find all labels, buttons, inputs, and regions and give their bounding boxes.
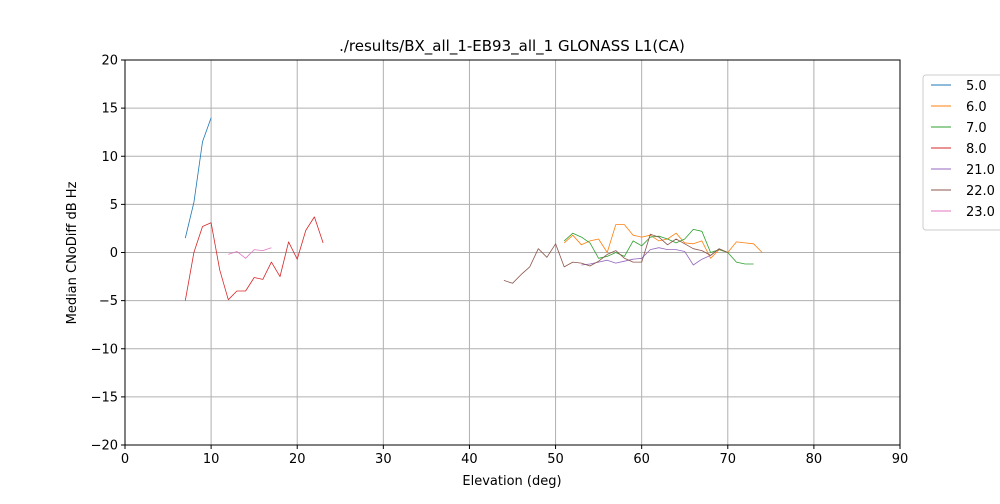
series-line-21.0 bbox=[581, 247, 720, 266]
legend-label: 8.0 bbox=[966, 142, 987, 157]
y-tick-label: 0 bbox=[110, 246, 118, 261]
y-tick-label: −10 bbox=[91, 342, 118, 357]
x-tick-label: 50 bbox=[547, 452, 564, 467]
legend: 5.0 6.0 7.0 8.0 21.0 22.0 23.0 bbox=[922, 74, 1000, 231]
y-tick-label: 15 bbox=[101, 102, 118, 117]
legend-box bbox=[922, 74, 1000, 231]
legend-label: 21.0 bbox=[966, 163, 995, 178]
x-tick-label: 0 bbox=[121, 452, 129, 467]
legend-label: 7.0 bbox=[966, 121, 987, 136]
x-tick-label: 10 bbox=[203, 452, 220, 467]
y-axis-label: Median CNoDiff dB Hz bbox=[65, 181, 80, 324]
y-tick-label: 20 bbox=[101, 54, 118, 69]
series-line-5.0 bbox=[184, 117, 212, 239]
x-tick-label: 20 bbox=[289, 452, 306, 467]
series-line-7.0 bbox=[563, 228, 754, 265]
series-lines bbox=[184, 117, 763, 301]
x-tick-label: 30 bbox=[375, 452, 392, 467]
legend-label: 23.0 bbox=[966, 205, 995, 220]
legend-label: 6.0 bbox=[966, 100, 987, 115]
grid-lines bbox=[124, 59, 901, 446]
x-tick-label: 80 bbox=[806, 452, 823, 467]
legend-label: 5.0 bbox=[966, 79, 987, 94]
axis-ticks: 0 10 20 30 40 50 60 70 80 90 −20 −15 −10 −5 0 5 10 15 20 bbox=[91, 54, 909, 468]
y-tick-label: −20 bbox=[91, 439, 118, 454]
x-tick-label: 60 bbox=[633, 452, 650, 467]
y-tick-label: 5 bbox=[110, 198, 118, 213]
series-line-23.0 bbox=[228, 247, 272, 259]
x-tick-label: 70 bbox=[720, 452, 737, 467]
x-tick-label: 40 bbox=[461, 452, 478, 467]
x-axis-label: Elevation (deg) bbox=[462, 474, 561, 489]
series-line-8.0 bbox=[184, 216, 324, 301]
y-tick-label: 10 bbox=[101, 150, 118, 165]
series-line-22.0 bbox=[503, 233, 728, 284]
chart-title: ./results/BX_all_1-EB93_all_1 GLONASS L1… bbox=[339, 37, 685, 56]
series-line-6.0 bbox=[563, 224, 763, 259]
legend-label: 22.0 bbox=[966, 184, 995, 199]
y-tick-label: −5 bbox=[99, 294, 118, 309]
x-tick-label: 90 bbox=[892, 452, 909, 467]
y-tick-label: −15 bbox=[91, 390, 118, 405]
